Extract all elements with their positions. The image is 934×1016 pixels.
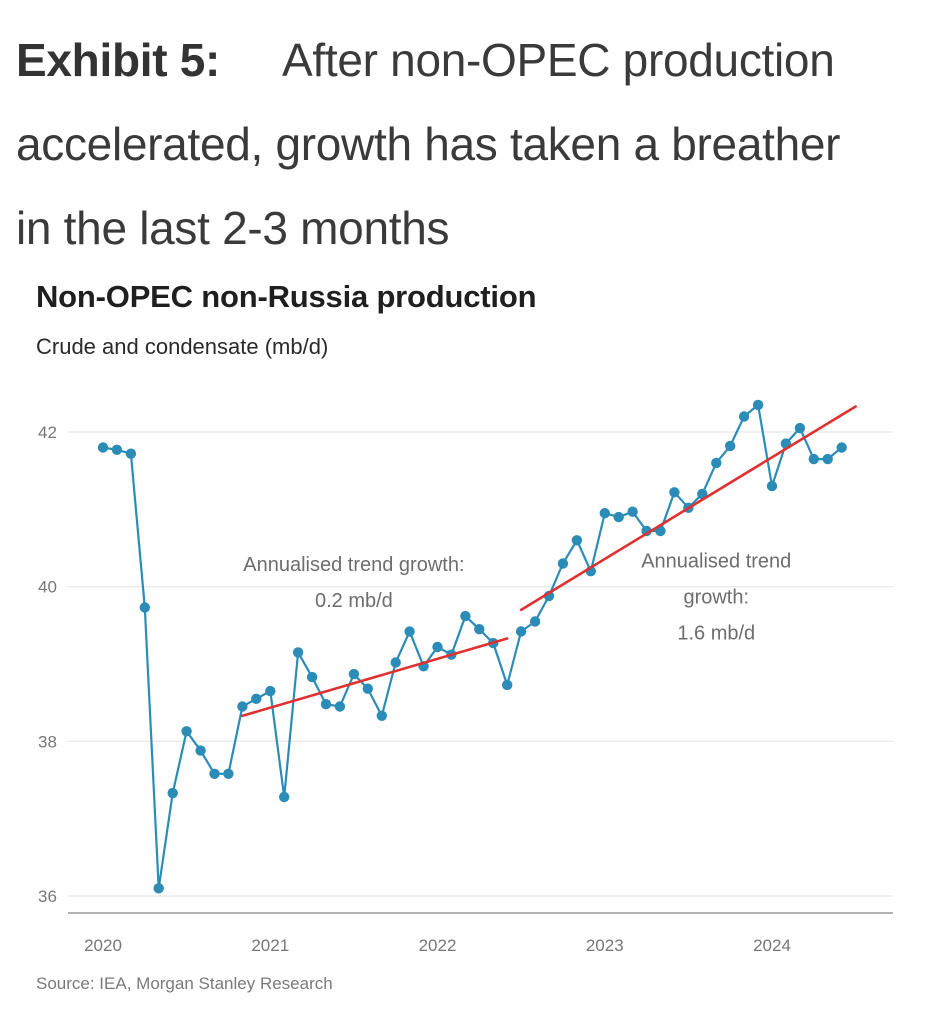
source-note: Source: IEA, Morgan Stanley Research xyxy=(36,974,333,993)
exhibit-headline-line-1: After non-OPEC production xyxy=(282,34,835,86)
data-point xyxy=(111,444,123,455)
y-tick-label: 42 xyxy=(38,423,57,442)
data-point xyxy=(97,442,109,453)
exhibit-header: Exhibit 5: After non-OPEC production acce… xyxy=(16,18,916,270)
data-point xyxy=(766,480,778,492)
data-point xyxy=(557,558,569,569)
data-point xyxy=(320,699,332,710)
data-point xyxy=(752,399,764,411)
data-point xyxy=(292,647,304,658)
x-tick-label: 2023 xyxy=(586,936,624,955)
data-point xyxy=(836,442,847,453)
annotation-text: 1.6 mb/d xyxy=(677,622,755,644)
data-point xyxy=(655,525,666,537)
data-point xyxy=(181,726,192,737)
data-point xyxy=(669,487,680,498)
data-point xyxy=(432,641,443,653)
data-point xyxy=(167,787,178,799)
data-point xyxy=(822,453,833,465)
data-point xyxy=(502,679,513,691)
data-point xyxy=(348,668,360,680)
trend-layer xyxy=(241,405,857,718)
x-tick-label: 2021 xyxy=(251,936,289,955)
data-point xyxy=(265,685,276,697)
data-point xyxy=(627,506,638,517)
data-point xyxy=(334,701,346,712)
x-tick-label: 2022 xyxy=(419,936,457,955)
data-point xyxy=(125,448,137,459)
series-layer xyxy=(97,399,847,894)
data-point xyxy=(808,453,819,465)
data-point xyxy=(153,883,164,894)
data-point xyxy=(794,422,806,434)
data-point xyxy=(209,768,220,779)
annotation-text: Annualised trend growth: xyxy=(243,554,464,576)
annotation-text: growth: xyxy=(683,586,749,608)
series-line xyxy=(102,403,843,890)
data-point xyxy=(223,768,234,779)
x-tick-label: 2024 xyxy=(753,936,791,955)
data-point xyxy=(641,525,652,537)
exhibit-header-line-1: Exhibit 5: After non-OPEC production xyxy=(16,18,916,102)
annotation-layer: Annualised trend growth: 0.2 mb/d Annualis… xyxy=(243,550,791,644)
x-tick-label: 2020 xyxy=(84,936,122,955)
data-point xyxy=(362,683,373,694)
data-point xyxy=(725,440,736,452)
exhibit-label: Exhibit 5: xyxy=(16,34,221,86)
annotation-text: Annualised trend xyxy=(641,550,791,572)
data-point xyxy=(460,610,471,622)
data-point xyxy=(404,626,415,637)
annotation-text: 0.2 mb/d xyxy=(315,590,393,612)
axis-layer: 36 38 40 42 2020 2021 2022 2023 2024 xyxy=(38,423,893,955)
y-tick-label: 38 xyxy=(38,732,57,751)
data-point xyxy=(515,626,527,637)
data-point xyxy=(376,710,387,721)
data-point xyxy=(237,701,248,712)
data-point xyxy=(251,693,262,704)
grid-layer xyxy=(68,431,893,897)
data-point xyxy=(306,671,318,683)
data-point xyxy=(390,657,401,668)
exhibit-headline-line-3: in the last 2-3 months xyxy=(16,202,450,254)
data-point xyxy=(571,535,583,546)
chart-title: Non-OPEC non-Russia production xyxy=(36,279,537,314)
y-tick-label: 36 xyxy=(38,887,57,906)
data-point xyxy=(474,624,485,635)
y-tick-label: 40 xyxy=(38,578,57,597)
trend-line xyxy=(519,405,857,612)
data-point xyxy=(279,791,290,803)
data-point xyxy=(738,411,750,422)
trend-line xyxy=(241,637,509,718)
chart-subtitle: Crude and condensate (mb/d) xyxy=(36,334,329,359)
data-point xyxy=(139,602,150,613)
exhibit-headline-line-2: accelerated, growth has taken a breather xyxy=(16,118,841,170)
data-point xyxy=(529,616,541,627)
data-point xyxy=(711,457,722,469)
data-point xyxy=(697,488,708,500)
data-point xyxy=(195,745,206,756)
data-point xyxy=(599,508,610,519)
data-point xyxy=(613,511,624,523)
